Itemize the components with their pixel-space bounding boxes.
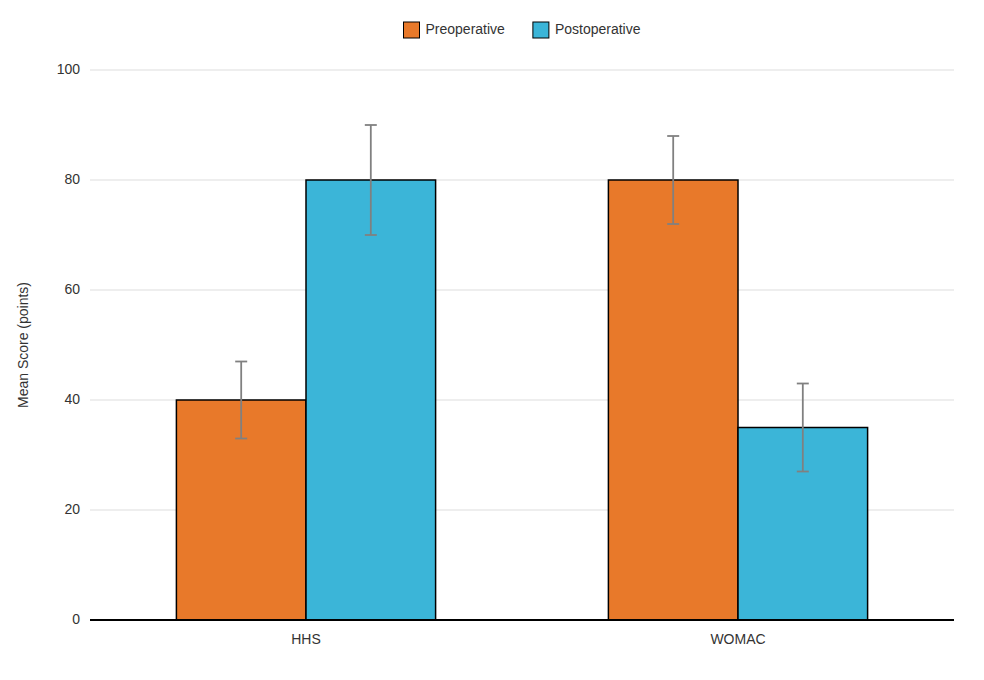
- chart-container: 0 20 40 60 80 100 HHS WOMAC Mean Score (points) P…: [0, 0, 984, 680]
- legend-label: Postoperative: [555, 21, 641, 37]
- legend-swatch: [533, 22, 549, 38]
- bars: [176, 125, 867, 620]
- error-bar: [667, 136, 679, 224]
- error-bar: [365, 125, 377, 235]
- x-tick-label: WOMAC: [710, 631, 765, 647]
- legend-label: Preoperative: [426, 21, 506, 37]
- y-tick-label: 100: [57, 61, 81, 77]
- bar: [608, 180, 738, 620]
- grid-line: [90, 70, 954, 71]
- y-tick-label: 0: [72, 611, 80, 627]
- grid: [90, 70, 954, 620]
- legend-item: Postoperative: [533, 21, 641, 38]
- y-tick-label: 80: [64, 171, 80, 187]
- grid-line: [90, 620, 954, 621]
- legend-item: Preoperative: [404, 21, 506, 38]
- chart: 0 20 40 60 80 100 HHS WOMAC Mean Score (points) P…: [0, 0, 984, 680]
- x-tick-label: HHS: [291, 631, 321, 647]
- y-tick-label: 40: [64, 391, 80, 407]
- error-bar: [797, 384, 809, 472]
- bar: [306, 180, 436, 620]
- error-bar: [235, 362, 247, 439]
- legend: Preoperative Postoperative: [404, 21, 641, 38]
- x-axis-line: [90, 619, 954, 621]
- y-axis-label: Mean Score (points): [15, 282, 31, 408]
- grid-line: [90, 290, 954, 291]
- grid-line: [90, 180, 954, 181]
- y-tick-label: 60: [64, 281, 80, 297]
- y-tick-label: 20: [64, 501, 80, 517]
- legend-swatch: [404, 22, 420, 38]
